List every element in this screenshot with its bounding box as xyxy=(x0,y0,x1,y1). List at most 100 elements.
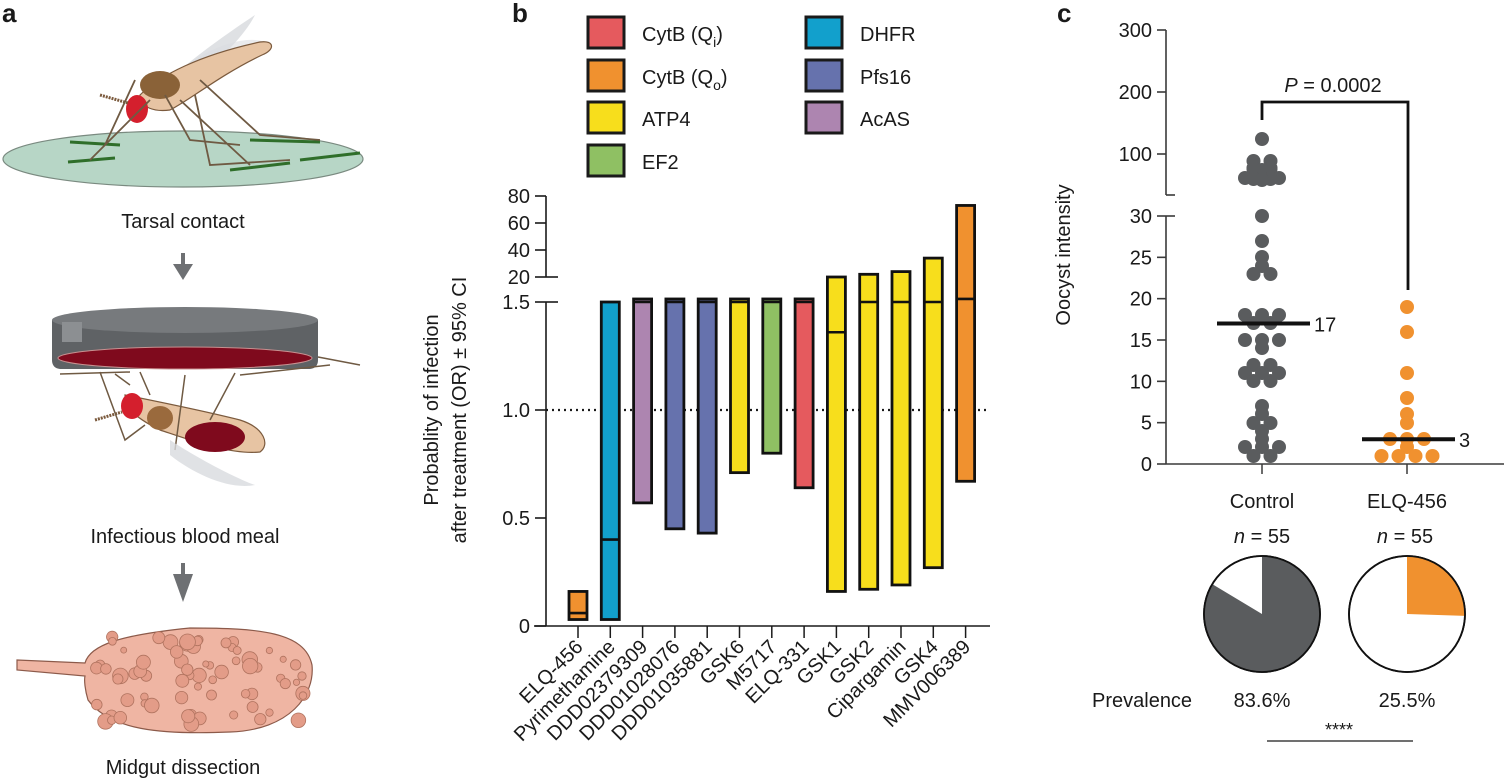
legend-label-text: Pfs16 xyxy=(860,67,911,89)
oocyst-icon xyxy=(265,708,274,717)
ci-range-rect xyxy=(858,272,880,591)
oocyst-icon xyxy=(179,633,196,651)
y-tick-label: 20 xyxy=(508,267,530,289)
ci-range-rect xyxy=(922,256,944,570)
p-value-annotation: P = 0.0002 xyxy=(1284,75,1381,97)
ci-bar xyxy=(890,270,912,587)
elq-456-data-point xyxy=(1400,300,1414,314)
legend-label-text: ATP4 xyxy=(642,109,691,131)
y-tick-label: 10 xyxy=(1130,371,1152,393)
oocyst-icon xyxy=(202,660,210,668)
legend-swatch xyxy=(804,15,844,50)
p-value-text: = 0.0002 xyxy=(1298,75,1382,97)
oocyst-icon xyxy=(120,646,128,654)
ci-bar xyxy=(599,300,621,621)
panel-b-letter: b xyxy=(512,0,528,28)
y-tick-label: 5 xyxy=(1141,413,1152,435)
legend-label-text: CytB (Q xyxy=(642,67,713,89)
midgut-with-oocysts-icon xyxy=(16,627,313,734)
pie-chart xyxy=(1203,555,1321,673)
control-data-point xyxy=(1238,333,1252,347)
ci-bar xyxy=(826,275,847,593)
control-data-point xyxy=(1255,132,1269,146)
ci-range-rect xyxy=(793,297,815,490)
legend-item: CytB (Qi) xyxy=(586,15,723,50)
control-data-point xyxy=(1255,341,1269,355)
y-tick-label: 1.5 xyxy=(502,292,530,314)
oocyst-icon xyxy=(298,691,308,700)
ci-bar xyxy=(632,297,653,505)
ci-bar xyxy=(696,297,718,535)
legend-label: DHFR xyxy=(860,24,916,46)
oocyst-icon xyxy=(290,712,307,729)
elq-456-data-point xyxy=(1400,440,1414,454)
oocyst-icon xyxy=(292,678,301,686)
legend-label-suffix: ) xyxy=(716,24,723,46)
legend-label: CytB (Qo) xyxy=(642,67,728,93)
oocyst-icon xyxy=(175,673,190,688)
legend-label-text: CytB (Q xyxy=(642,24,713,46)
x-label-control: Control xyxy=(1230,491,1294,513)
oocyst-icon xyxy=(175,690,189,705)
prevalence-control: 83.6% xyxy=(1234,690,1291,712)
legend-label: Pfs16 xyxy=(860,67,911,89)
step-label-infectious-blood-meal: Infectious blood meal xyxy=(90,526,279,548)
ci-range-rect xyxy=(599,300,621,621)
y-tick-label: 80 xyxy=(508,186,530,208)
control-data-point xyxy=(1246,267,1261,281)
down-arrow-icon xyxy=(173,563,193,602)
n-symbol: n xyxy=(1234,526,1245,548)
p-symbol: P xyxy=(1284,75,1298,97)
elq-456-data-point xyxy=(1391,449,1406,463)
step-label-tarsal-contact: Tarsal contact xyxy=(121,211,245,233)
legend-swatch xyxy=(804,58,844,93)
ci-range-rect xyxy=(729,297,750,475)
y-tick-label: 30 xyxy=(1130,206,1152,228)
ci-range-rect xyxy=(826,275,847,593)
oocyst-icon xyxy=(206,689,217,701)
down-arrow-icon xyxy=(173,253,193,280)
control-data-point xyxy=(1246,449,1261,463)
legend-label-text: AcAS xyxy=(860,109,910,131)
significance-bracket xyxy=(1260,100,1410,290)
ci-bar xyxy=(793,297,815,490)
oocyst-icon xyxy=(181,709,196,724)
control-data-point xyxy=(1238,440,1252,454)
legend-label-suffix: ) xyxy=(721,67,728,89)
oocyst-icon xyxy=(246,701,259,713)
elq-456-data-point xyxy=(1400,325,1414,339)
y-tick-label: 20 xyxy=(1130,289,1152,311)
y-tick-label: 200 xyxy=(1119,82,1152,104)
oocyst-icon xyxy=(242,657,259,675)
y-tick-label: 25 xyxy=(1130,247,1152,269)
control-data-point xyxy=(1255,209,1269,223)
step-label-midgut-dissection: Midgut dissection xyxy=(106,757,261,779)
chart-b-plot: 00.51.01.520406080ELQ-456PyrimethamineDD… xyxy=(502,186,990,746)
ci-bar xyxy=(955,204,976,483)
oocyst-icon xyxy=(229,710,239,720)
pie-slice-infected xyxy=(1203,556,1320,672)
ci-bar xyxy=(567,590,589,621)
elq-456-data-point xyxy=(1400,391,1414,405)
oocyst-icon xyxy=(144,697,160,714)
ci-bar xyxy=(858,272,880,591)
legend-item: DHFR xyxy=(804,15,916,50)
control-data-point xyxy=(1255,234,1269,248)
legend-label: CytB (Qi) xyxy=(642,24,723,50)
legend-item: CytB (Qo) xyxy=(586,58,728,93)
y-axis-title-line-2: after treatment (OR) ± 95% CI xyxy=(449,277,471,544)
ci-range-rect xyxy=(761,297,783,455)
ci-range-rect xyxy=(567,590,589,621)
y-tick-label: 60 xyxy=(508,213,530,235)
control-data-point xyxy=(1272,333,1286,347)
elq-456-data-point xyxy=(1374,449,1389,463)
control-data-point xyxy=(1246,374,1261,388)
y-tick-label: 0 xyxy=(1141,454,1152,476)
pie-slice-infected xyxy=(1407,556,1465,616)
legend-item: AcAS xyxy=(804,100,910,135)
legend-label: ATP4 xyxy=(642,109,691,131)
y-tick-label: 100 xyxy=(1119,144,1152,166)
control-data-point xyxy=(1263,374,1278,388)
oocyst-icon xyxy=(181,663,194,676)
ci-bar xyxy=(729,297,750,475)
